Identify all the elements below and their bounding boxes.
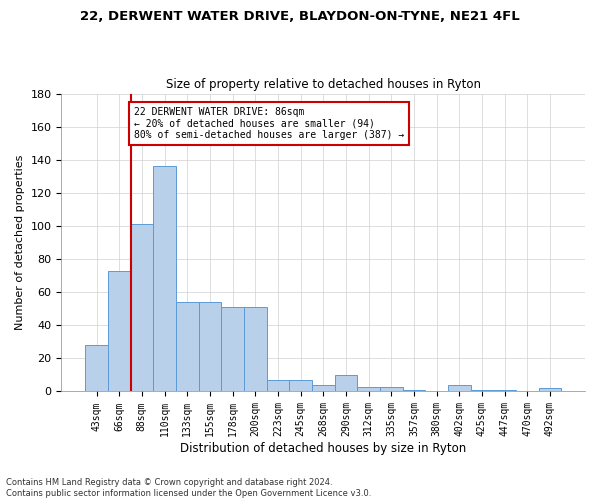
Bar xyxy=(380,386,403,392)
Bar xyxy=(85,345,108,392)
Bar xyxy=(403,390,425,392)
Bar xyxy=(266,380,289,392)
Bar xyxy=(176,302,199,392)
Bar xyxy=(539,388,561,392)
Bar xyxy=(108,270,131,392)
Bar xyxy=(131,224,153,392)
Bar xyxy=(244,307,266,392)
Bar xyxy=(312,385,335,392)
Bar xyxy=(289,380,312,392)
Bar xyxy=(493,390,516,392)
Bar xyxy=(153,166,176,392)
Bar xyxy=(470,390,493,392)
Bar xyxy=(357,386,380,392)
Y-axis label: Number of detached properties: Number of detached properties xyxy=(15,155,25,330)
Text: 22, DERWENT WATER DRIVE, BLAYDON-ON-TYNE, NE21 4FL: 22, DERWENT WATER DRIVE, BLAYDON-ON-TYNE… xyxy=(80,10,520,23)
Title: Size of property relative to detached houses in Ryton: Size of property relative to detached ho… xyxy=(166,78,481,91)
Text: Contains HM Land Registry data © Crown copyright and database right 2024.
Contai: Contains HM Land Registry data © Crown c… xyxy=(6,478,371,498)
Bar xyxy=(221,307,244,392)
X-axis label: Distribution of detached houses by size in Ryton: Distribution of detached houses by size … xyxy=(180,442,466,455)
Bar xyxy=(335,375,357,392)
Bar xyxy=(199,302,221,392)
Text: 22 DERWENT WATER DRIVE: 86sqm
← 20% of detached houses are smaller (94)
80% of s: 22 DERWENT WATER DRIVE: 86sqm ← 20% of d… xyxy=(134,107,404,140)
Bar xyxy=(448,385,470,392)
